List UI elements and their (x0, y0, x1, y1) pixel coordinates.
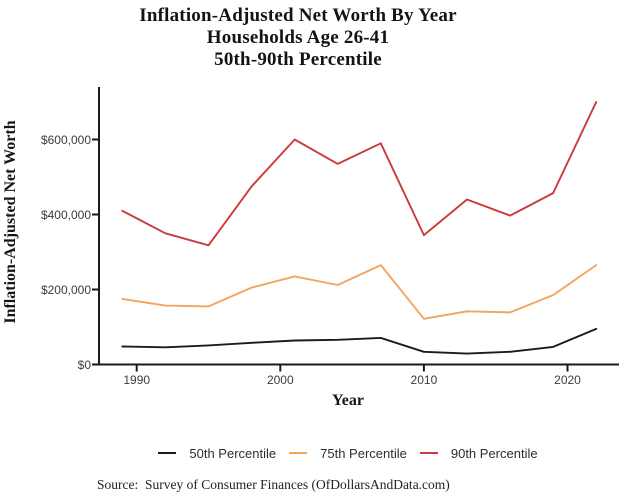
y-tick-label: $600,000 (41, 133, 91, 147)
x-axis-title: Year (332, 392, 364, 409)
y-tick-label: $400,000 (41, 208, 91, 222)
legend-label-75th: 75th Percentile (320, 445, 407, 461)
chart-title: Inflation-Adjusted Net Worth By Year Hou… (0, 5, 596, 71)
legend-label-90th: 90th Percentile (450, 445, 538, 461)
legend-item-50th: 50th Percentile (158, 446, 276, 461)
x-tick-label: 2000 (267, 373, 294, 387)
legend-item-75th: 75th Percentile (289, 446, 407, 461)
source-attribution: Source: Survey of Consumer Finances (OfD… (97, 477, 450, 492)
series-line-50th-percentile (121, 327, 598, 355)
legend-swatch-50th (158, 452, 177, 454)
x-tick-label: 2010 (411, 373, 438, 387)
chart-title-line1: Inflation-Adjusted Net Worth By Year (139, 5, 457, 26)
y-axis-title: Inflation-Adjusted Net Worth (2, 120, 19, 323)
chart-title-line2: Households Age 26-41 (206, 27, 390, 48)
legend-label-50th: 50th Percentile (189, 445, 277, 461)
x-tick-label: 2020 (554, 373, 581, 387)
legend-item-90th: 90th Percentile (419, 445, 538, 461)
legend: 50th Percentile 75th Percentile 90th Per… (70, 444, 626, 462)
legend-swatch-90th (419, 452, 438, 454)
legend-swatch-75th (289, 452, 308, 454)
chart-title-line3: 50th-90th Percentile (214, 49, 382, 70)
y-tick-label: $0 (78, 358, 92, 372)
x-tick-label: 1990 (123, 373, 150, 387)
series-line-90th-percentile (121, 101, 598, 247)
series-line-75th-percentile (121, 264, 598, 320)
y-tick-label: $200,000 (41, 283, 91, 297)
